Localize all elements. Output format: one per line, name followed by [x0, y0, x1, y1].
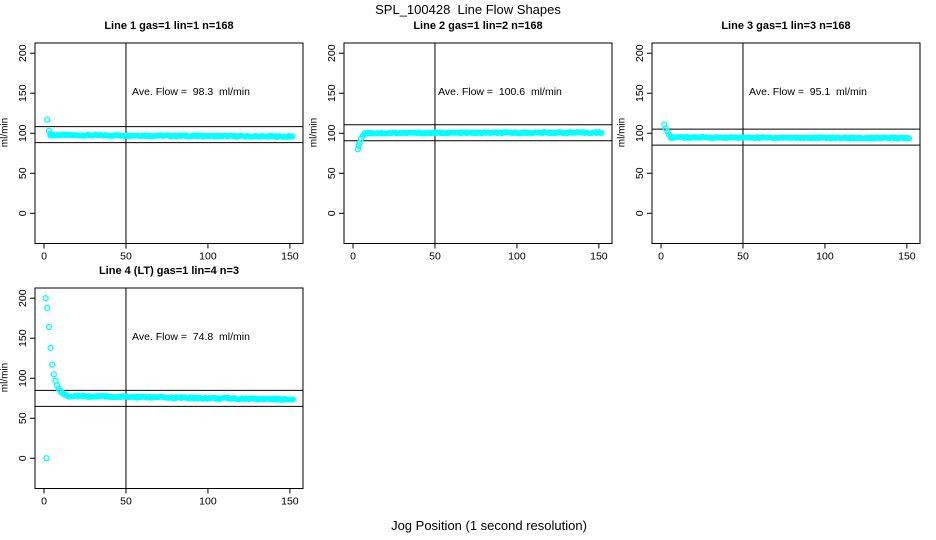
data-point	[47, 344, 54, 351]
ave-flow-annotation: Ave. Flow = 98.3 ml/min	[132, 86, 250, 98]
ave-flow-annotation: Ave. Flow = 95.1 ml/min	[749, 86, 867, 98]
data-point	[906, 135, 913, 142]
panel-title: Line 4 (LT) gas=1 lin=4 n=3	[98, 265, 240, 277]
scatter-plot: 0 50 100 150 0 50 100 150 200	[17, 287, 304, 508]
y-tick-label: 100	[17, 369, 29, 387]
x-tick-label: 0	[41, 496, 47, 508]
y-tick-label: 0	[634, 210, 646, 216]
x-tick-label: 50	[120, 251, 132, 263]
x-tick-label: 150	[281, 496, 299, 508]
panel-line-4: Line 4 (LT) gas=1 lin=4 n=3 Ave. Flow = …	[0, 245, 312, 525]
x-tick-label: 0	[41, 251, 47, 263]
data-point	[44, 116, 51, 123]
plot-border	[651, 42, 921, 244]
y-tick-label: 100	[634, 124, 646, 142]
x-tick-label: 0	[658, 251, 664, 263]
panel-title: Line 2 gas=1 lin=2 n=168	[413, 20, 543, 32]
figure-title: SPL_100428 Line Flow Shapes	[375, 2, 561, 17]
data-point	[53, 382, 61, 389]
data-point	[598, 130, 605, 136]
data-points	[661, 121, 913, 142]
data-point	[667, 133, 675, 140]
y-tick-label: 150	[17, 84, 29, 102]
data-point	[666, 131, 673, 138]
plot-border	[343, 42, 613, 244]
data-point	[290, 396, 297, 403]
data-point	[63, 392, 71, 399]
y-tick-label: 50	[17, 167, 29, 179]
plot-border	[34, 287, 304, 489]
y-tick-label: 100	[17, 124, 29, 142]
plot-border	[34, 42, 304, 244]
x-tick-label: 150	[281, 251, 299, 263]
panel-title: Line 1 gas=1 lin=1 n=168	[104, 20, 234, 32]
y-tick-label: 100	[326, 124, 338, 142]
data-point	[361, 130, 368, 138]
data-point	[354, 146, 362, 153]
panel-title: Line 3 gas=1 lin=3 n=168	[721, 20, 851, 32]
scatter-plot: 0 50 100 150 0 50 100 150 200	[17, 42, 304, 263]
scatter-plot: 0 50 100 150 0 50 100 150 200	[326, 42, 613, 263]
data-point	[355, 142, 362, 149]
data-points	[354, 129, 605, 153]
y-tick-label: 200	[17, 289, 29, 307]
scatter-plot: 0 50 100 150 0 50 100 150 200	[634, 42, 921, 263]
y-tick-label: 150	[17, 329, 29, 347]
x-tick-label: 50	[737, 251, 749, 263]
x-tick-label: 50	[429, 251, 441, 263]
data-point	[42, 295, 49, 302]
data-point	[45, 323, 53, 331]
data-point	[284, 134, 291, 141]
x-tick-label: 100	[508, 251, 526, 263]
data-point	[47, 130, 54, 137]
y-tick-label: 50	[634, 167, 646, 179]
y-tick-label: 200	[634, 44, 646, 62]
x-tick-label: 100	[199, 251, 217, 263]
x-tick-label: 100	[199, 496, 217, 508]
data-point	[50, 371, 58, 378]
ave-flow-annotation: Ave. Flow = 100.6 ml/min	[438, 86, 562, 98]
x-tick-label: 50	[120, 496, 132, 508]
y-tick-label: 0	[17, 210, 29, 216]
panel-line-1: Line 1 gas=1 lin=1 n=168 Ave. Flow = 98.…	[0, 0, 312, 280]
data-point	[592, 129, 599, 135]
data-point	[145, 394, 151, 401]
data-point	[44, 304, 51, 311]
data-point	[358, 135, 365, 142]
data-point	[49, 361, 56, 368]
data-points	[42, 295, 297, 462]
data-point	[664, 128, 671, 135]
panel-line-2: Line 2 gas=1 lin=2 n=168 Ave. Flow = 100…	[309, 0, 621, 280]
y-tick-label: 0	[326, 210, 338, 216]
ave-flow-annotation: Ave. Flow = 74.8 ml/min	[132, 331, 250, 343]
x-tick-label: 0	[350, 251, 356, 263]
data-point	[289, 133, 296, 140]
data-points	[44, 116, 296, 141]
y-tick-label: 50	[326, 167, 338, 179]
x-tick-label: 100	[816, 251, 834, 263]
data-point	[662, 125, 670, 132]
data-point	[43, 455, 50, 462]
y-tick-label: 200	[326, 44, 338, 62]
y-tick-label: 0	[17, 455, 29, 461]
x-tick-label: 150	[898, 251, 916, 263]
panel-line-3: Line 3 gas=1 lin=3 n=168 Ave. Flow = 95.…	[617, 0, 929, 280]
y-tick-label: 150	[326, 84, 338, 102]
x-axis-label: Jog Position (1 second resolution)	[391, 518, 587, 533]
data-point	[359, 132, 367, 139]
y-tick-label: 50	[17, 412, 29, 424]
y-tick-label: 200	[17, 44, 29, 62]
x-tick-label: 150	[590, 251, 608, 263]
y-tick-label: 150	[634, 84, 646, 102]
